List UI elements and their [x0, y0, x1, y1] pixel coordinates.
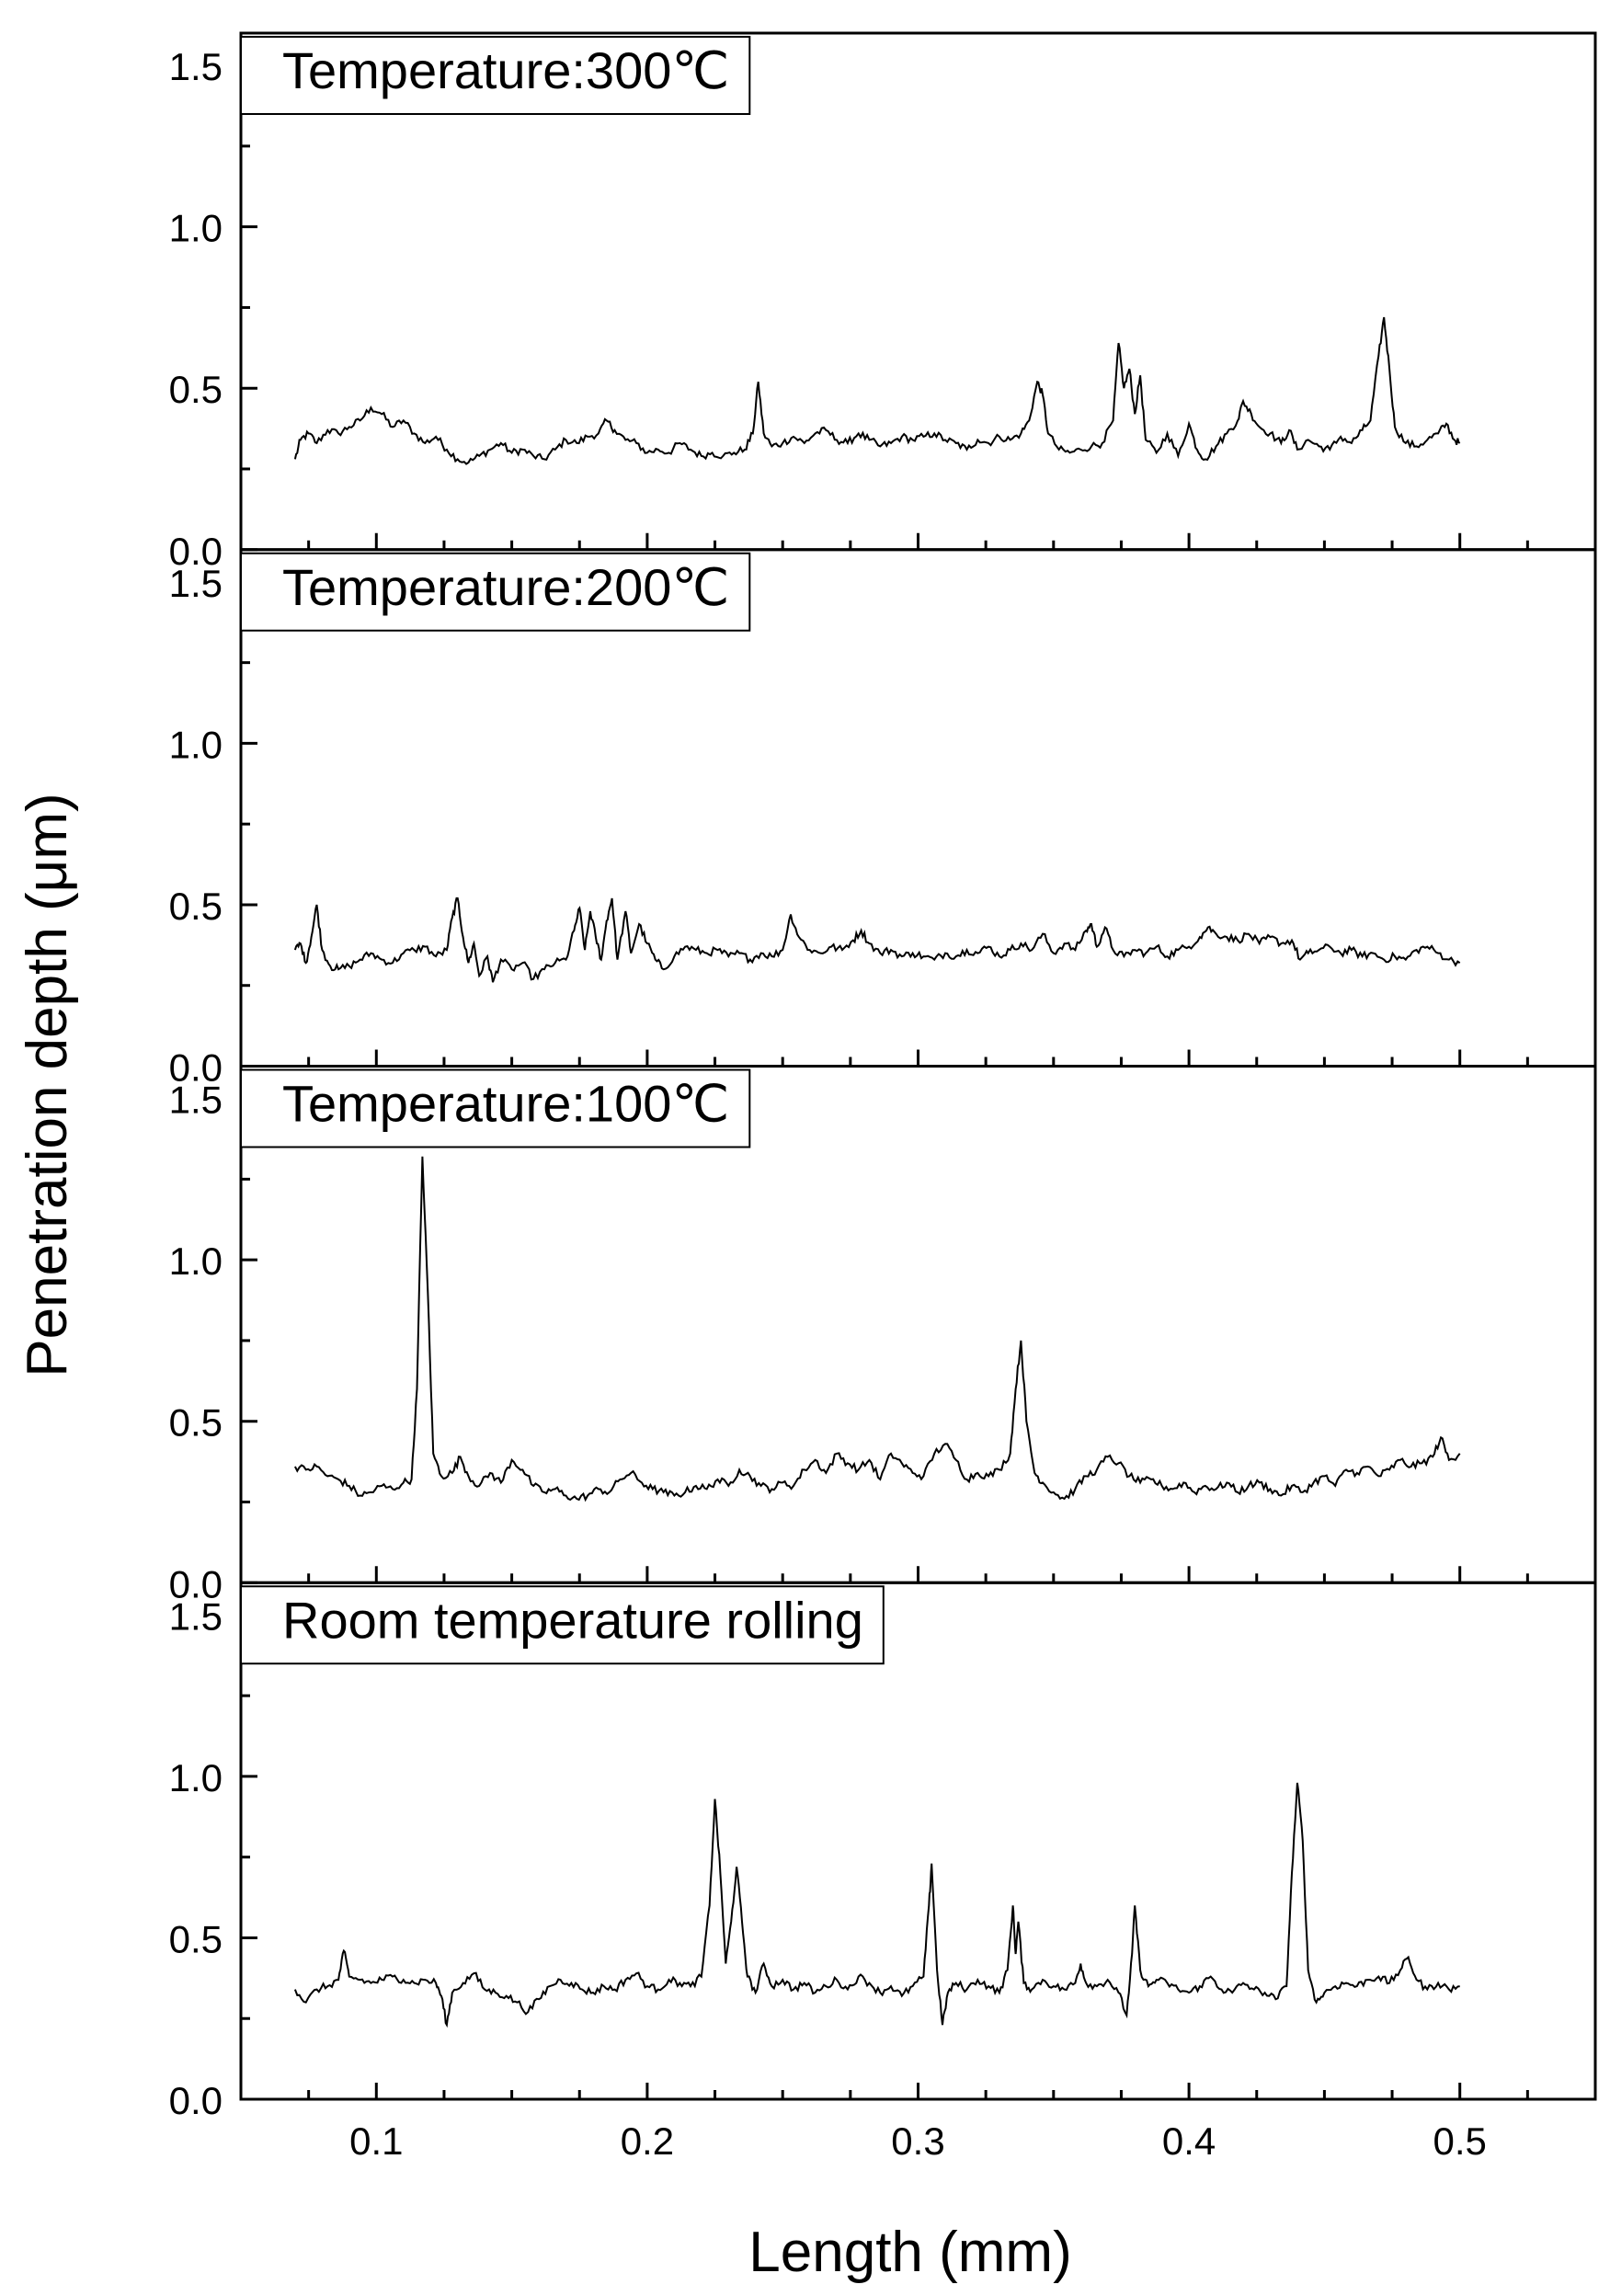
- x-tick-label: 0.3: [891, 2119, 944, 2163]
- x-axis-label: Length (mm): [748, 2221, 1071, 2284]
- series-line: [293, 1782, 1460, 2028]
- y-tick-label: 0.0: [169, 530, 223, 573]
- y-tick-label: 0.5: [169, 368, 223, 411]
- y-tick-label: 1.5: [169, 1594, 223, 1638]
- y-tick-label: 1.0: [169, 723, 223, 766]
- panel-label-box: [240, 1585, 885, 1665]
- panel-label: Temperature:100℃: [282, 1075, 729, 1133]
- x-tick-label: 0.1: [349, 2119, 403, 2163]
- panel-label-box: [240, 552, 751, 632]
- panel-4: 0.0 0.5 1.0 1.5 Room temperature rolling: [169, 1581, 1597, 2122]
- panel-3: 0.0 0.5 1.0 1.5 Temperature:100℃: [169, 1065, 1597, 1605]
- panel-label: Temperature:300℃: [282, 41, 729, 99]
- panel-label: Temperature:200℃: [282, 558, 729, 616]
- panel-1: 0.0 0.5 1.0 1.5 Temperature:300℃: [169, 31, 1597, 573]
- y-tick-label: 1.5: [169, 562, 223, 605]
- y-tick-label: 0.0: [169, 2079, 223, 2122]
- y-tick-label: 1.0: [169, 1756, 223, 1799]
- series-line: [293, 897, 1461, 983]
- panel-label: Room temperature rolling: [282, 1591, 863, 1649]
- x-tick-label: 0.5: [1433, 2119, 1487, 2163]
- y-tick-label: 1.5: [169, 45, 223, 88]
- y-tick-label: 1.0: [169, 207, 223, 250]
- series-line: [293, 316, 1461, 465]
- y-axis-label: Penetration depth (μm): [16, 793, 79, 1376]
- x-tick-label: 0.4: [1162, 2119, 1216, 2163]
- y-tick-label: 0.0: [169, 1562, 223, 1605]
- y-tick-label: 0.5: [169, 1917, 223, 1960]
- panel-label-box: [240, 36, 751, 115]
- y-tick-label: 1.0: [169, 1239, 223, 1283]
- panel-label-box: [240, 1068, 751, 1148]
- y-tick-label: 0.5: [169, 1401, 223, 1445]
- series-line: [294, 1156, 1461, 1502]
- y-tick-label: 1.5: [169, 1079, 223, 1122]
- panel-2: 0.0 0.5 1.0 1.5 Temperature:200℃: [169, 548, 1597, 1090]
- x-tick-label: 0.2: [621, 2119, 674, 2163]
- y-tick-label: 0.0: [169, 1046, 223, 1090]
- y-tick-label: 0.5: [169, 885, 223, 928]
